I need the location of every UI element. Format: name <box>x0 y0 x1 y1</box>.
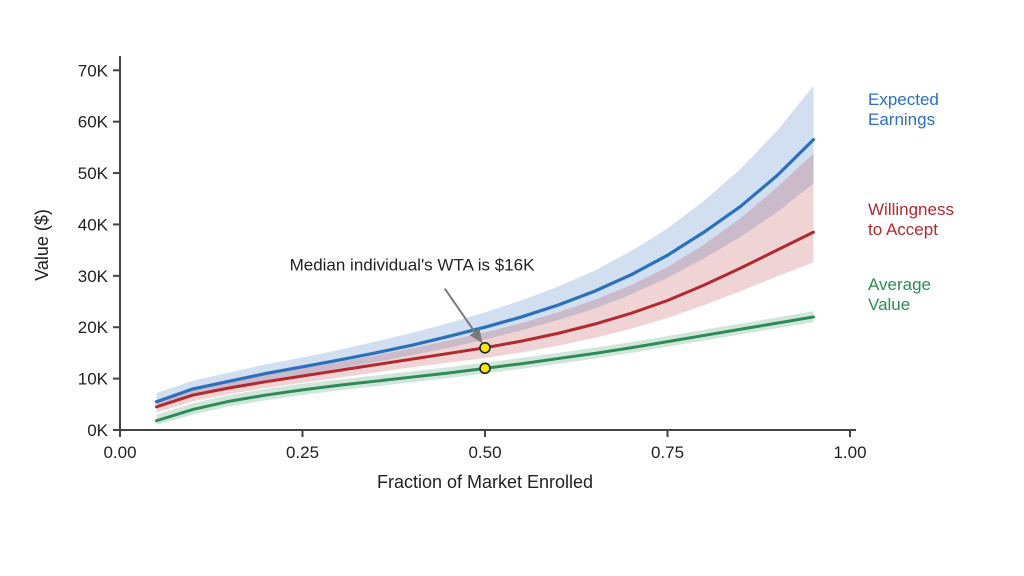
annotation-point <box>480 363 490 373</box>
x-tick-label: 0.25 <box>286 443 319 462</box>
x-tick-label: 0.75 <box>651 443 684 462</box>
chart-svg: 0K 10K 20K 30K 40K 50K 60K 70K 0.00 0.25 0.50 0.75 1… <box>0 0 1024 576</box>
y-axis-label: Value ($) <box>32 209 52 281</box>
x-tick-label: 0.00 <box>103 443 136 462</box>
x-axis-label: Fraction of Market Enrolled <box>377 472 593 492</box>
annotation-point <box>480 343 490 353</box>
y-tick-label: 50K <box>78 164 109 183</box>
x-tick-label: 1.00 <box>833 443 866 462</box>
y-tick-label: 20K <box>78 318 109 337</box>
y-tick-label: 40K <box>78 215 109 234</box>
y-tick-label: 10K <box>78 370 109 389</box>
legend-expected_earnings: ExpectedEarnings <box>868 90 939 129</box>
x-tick-label: 0.50 <box>468 443 501 462</box>
y-tick-label: 30K <box>78 267 109 286</box>
y-tick-label: 0K <box>87 421 108 440</box>
y-tick-label: 60K <box>78 113 109 132</box>
chart-container: 0K 10K 20K 30K 40K 50K 60K 70K 0.00 0.25 0.50 0.75 1… <box>0 0 1024 576</box>
annotation-text: Median individual's WTA is $16K <box>290 256 535 275</box>
y-tick-label: 70K <box>78 61 109 80</box>
